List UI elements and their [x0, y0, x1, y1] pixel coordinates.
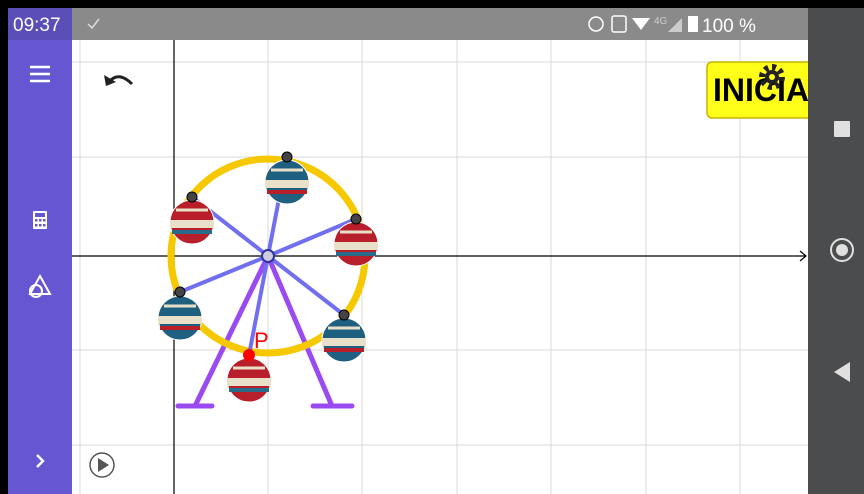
- graphics-view[interactable]: [72, 40, 808, 494]
- calculator-icon[interactable]: [33, 211, 47, 229]
- status-time: 09:37: [13, 15, 61, 36]
- page: P INICIA 09:37 4G 100 % (() => { const: [0, 0, 864, 494]
- home-button-dot: [836, 244, 848, 256]
- battery-icon: [688, 16, 698, 32]
- screen: P INICIA 09:37 4G 100 %: [0, 0, 864, 494]
- status-network: 4G: [654, 16, 668, 27]
- status-battery: 100 %: [702, 16, 756, 37]
- settings-icon[interactable]: [762, 67, 782, 87]
- sidebar: [8, 40, 72, 494]
- navigation-bar: [808, 8, 864, 494]
- point-label: P: [254, 328, 269, 353]
- start-button-label: INICIA: [713, 72, 809, 108]
- recents-button[interactable]: [834, 121, 850, 137]
